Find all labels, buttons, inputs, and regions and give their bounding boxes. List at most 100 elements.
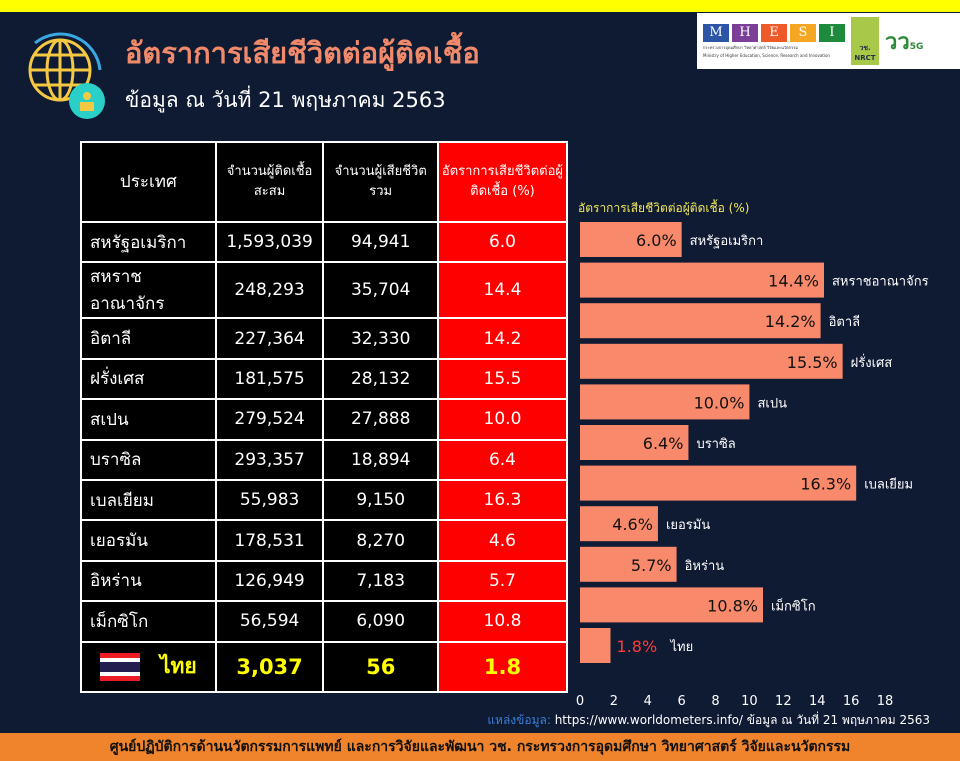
cases-cell: 293,357 bbox=[214, 438, 325, 481]
x-tick-label: 8 bbox=[711, 694, 719, 709]
mhesi-letter: H bbox=[732, 24, 758, 42]
table-row: เบลเยียม 55,983 9,150 16.3 bbox=[80, 478, 569, 522]
bar-category-label: เบลเยียม bbox=[864, 477, 913, 493]
bar-value-label: 15.5% bbox=[787, 353, 838, 372]
table-row: อิตาลี 227,364 32,330 14.2 bbox=[80, 317, 569, 360]
header-country: ประเทศ bbox=[80, 141, 217, 223]
page-title: อัตราการเสียชีวิตต่อผู้ติดเชื้อ bbox=[125, 36, 480, 70]
table-row-thailand: ไทย 3,037 56 1.8 bbox=[80, 640, 569, 693]
bar bbox=[580, 506, 658, 542]
source-note: แหล่งข้อมูล: https://www.worldometers.in… bbox=[487, 713, 930, 727]
rate-cell: 10.0 bbox=[436, 398, 569, 441]
cases-cell: 126,949 bbox=[214, 559, 325, 603]
country-cell: ฝรั่งเศส bbox=[80, 357, 217, 401]
cases-cell: 181,575 bbox=[214, 357, 325, 401]
x-tick-label: 2 bbox=[610, 694, 618, 709]
cases-cell: 248,293 bbox=[214, 261, 325, 320]
bar-value-label: 10.8% bbox=[707, 596, 758, 615]
bar bbox=[580, 587, 763, 623]
table-row: อิหร่าน 126,949 7,183 5.7 bbox=[80, 559, 569, 603]
bar bbox=[580, 262, 824, 298]
x-tick-label: 0 bbox=[576, 694, 584, 709]
rate-cell: 14.2 bbox=[436, 317, 569, 360]
country-cell: สเปน bbox=[80, 398, 217, 441]
bar bbox=[580, 546, 677, 582]
x-tick-label: 18 bbox=[877, 694, 894, 709]
deaths-cell: 9,150 bbox=[322, 478, 439, 522]
deaths-cell: 94,941 bbox=[322, 220, 439, 264]
nrct-logo: วช. NRCT bbox=[851, 17, 879, 65]
country-cell: สหราชอาณาจักร bbox=[80, 261, 217, 320]
bar-category-label: ฝรั่งเศส bbox=[851, 354, 893, 371]
mhesi-letter: I bbox=[819, 24, 845, 42]
bar bbox=[580, 465, 857, 501]
deaths-cell: 32,330 bbox=[322, 317, 439, 360]
deaths-cell: 27,888 bbox=[322, 398, 439, 441]
x-tick-label: 12 bbox=[775, 694, 792, 709]
globe-people-icon bbox=[28, 32, 105, 119]
mhesi-letter: E bbox=[761, 24, 787, 42]
rate-cell: 16.3 bbox=[436, 478, 569, 522]
bar-value-label: 5.7% bbox=[631, 556, 672, 575]
header-deaths: จำนวนผู้เสียชีวิตรวม bbox=[322, 141, 439, 223]
bar-value-label: 4.6% bbox=[612, 515, 653, 534]
table-row: สหราชอาณาจักร 248,293 35,704 14.4 bbox=[80, 261, 569, 320]
rate-cell: 5.7 bbox=[436, 559, 569, 603]
bar-category-label: อิตาลี bbox=[828, 314, 860, 330]
cases-cell: 55,983 bbox=[214, 478, 325, 522]
deaths-cell: 8,270 bbox=[322, 519, 439, 562]
bar-value-label: 16.3% bbox=[800, 475, 851, 494]
bar-value-label: 6.4% bbox=[643, 434, 684, 453]
bar-value-label: 14.4% bbox=[768, 272, 819, 291]
mhesi-letter: M bbox=[703, 24, 729, 42]
table-row: ฝรั่งเศส 181,575 28,132 15.5 bbox=[80, 357, 569, 401]
rate-cell: 1.8 bbox=[436, 640, 569, 693]
deaths-cell: 35,704 bbox=[322, 261, 439, 320]
bar-category-label: บราซิล bbox=[696, 437, 735, 452]
country-cell: สหรัฐอเมริกา bbox=[80, 220, 217, 264]
bar bbox=[580, 425, 689, 460]
deaths-cell: 7,183 bbox=[322, 559, 439, 603]
cases-cell: 3,037 bbox=[214, 640, 325, 693]
top-bar bbox=[0, 0, 960, 12]
bar-value-label: 14.2% bbox=[765, 312, 816, 331]
chart-title: อัตราการเสียชีวิตต่อผู้ติดเชื้อ (%) bbox=[578, 201, 750, 215]
page-subtitle: ข้อมูล ณ วันที่ 21 พฤษภาคม 2563 bbox=[125, 88, 446, 112]
cases-cell: 1,593,039 bbox=[214, 220, 325, 264]
footer: ศูนย์ปฏิบัติการด้านนวัตกรรมการแพทย์ และก… bbox=[0, 733, 960, 761]
bar bbox=[580, 628, 611, 663]
rate-cell: 4.6 bbox=[436, 519, 569, 562]
table-row: สเปน 279,524 27,888 10.0 bbox=[80, 398, 569, 441]
bar-category-label: ไทย bbox=[670, 639, 694, 655]
x-tick-label: 16 bbox=[843, 694, 860, 709]
bar-category-label: สหรัฐอเมริกา bbox=[690, 234, 764, 249]
table-row: สหรัฐอเมริกา 1,593,039 94,941 6.0 bbox=[80, 220, 569, 264]
bar bbox=[580, 343, 843, 379]
deaths-cell: 56 bbox=[322, 640, 439, 693]
table-row: เม็กซิโก 56,594 6,090 10.8 bbox=[80, 600, 569, 643]
rate-cell: 15.5 bbox=[436, 357, 569, 401]
bar bbox=[580, 222, 682, 257]
country-cell: อิตาลี bbox=[80, 317, 217, 360]
bar-value-label: 6.0% bbox=[636, 231, 677, 250]
bar-category-label: อิหร่าน bbox=[684, 559, 724, 574]
bar-category-label: สเปน bbox=[757, 396, 787, 411]
bar bbox=[580, 303, 821, 339]
cases-cell: 178,531 bbox=[214, 519, 325, 562]
mhesi-english-text: Ministry of Higher Education, Science, R… bbox=[703, 53, 830, 58]
bar-value-label: 10.0% bbox=[694, 393, 745, 412]
mhesi-thai-text: กระทรวงการอุดมศึกษา วิทยาศาสตร์ วิจัยและ… bbox=[703, 45, 799, 50]
country-cell: อิหร่าน bbox=[80, 559, 217, 603]
x-tick-label: 6 bbox=[678, 694, 686, 709]
table-row: บราซิล 293,357 18,894 6.4 bbox=[80, 438, 569, 481]
country-cell: บราซิล bbox=[80, 438, 217, 481]
bar-category-label: เม็กซิโก bbox=[771, 596, 816, 614]
rate-cell: 14.4 bbox=[436, 261, 569, 320]
deaths-cell: 18,894 bbox=[322, 438, 439, 481]
x-tick-label: 4 bbox=[644, 694, 652, 709]
header-cases: จำนวนผู้ติดเชื้อสะสม bbox=[214, 141, 325, 223]
deaths-cell: 28,132 bbox=[322, 357, 439, 401]
